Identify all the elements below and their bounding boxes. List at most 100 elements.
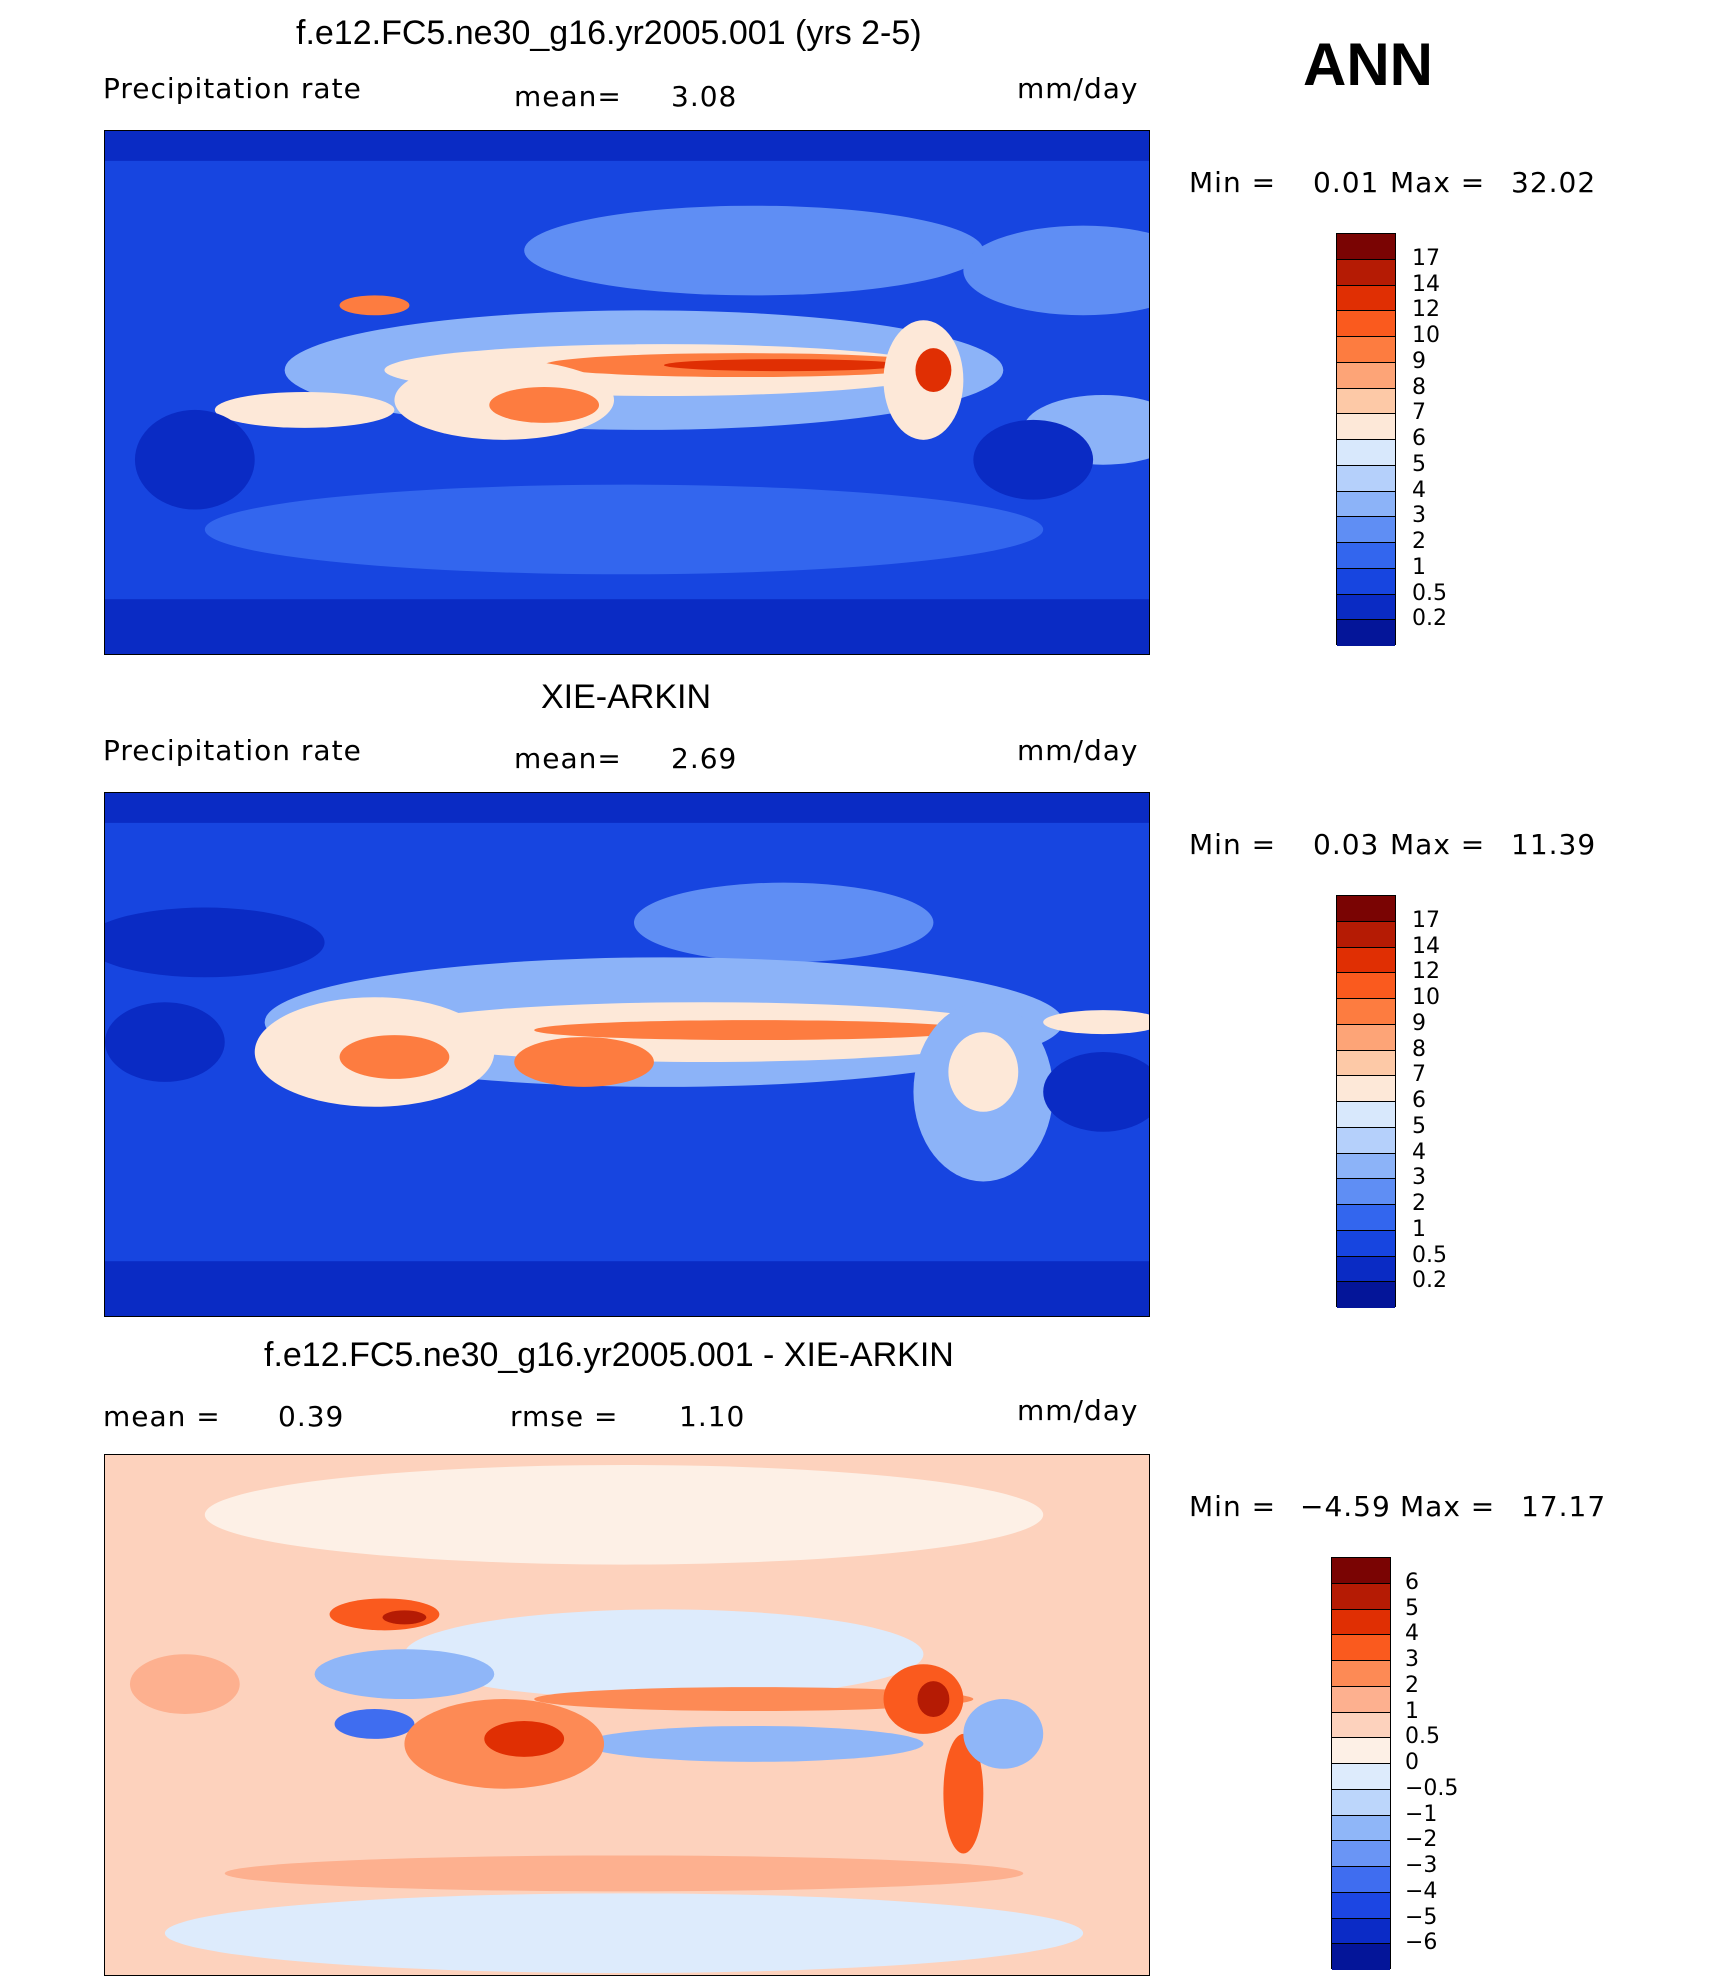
panel3-colorbar bbox=[1331, 1557, 1391, 1970]
colorbar-tick-label: −2 bbox=[1405, 1827, 1438, 1853]
colorbar-cell bbox=[1332, 1661, 1390, 1687]
colorbar-tick-label: 17 bbox=[1412, 907, 1440, 933]
colorbar-cell bbox=[1337, 1282, 1395, 1308]
colorbar-cell bbox=[1332, 1635, 1390, 1661]
colorbar-tick-label: 12 bbox=[1412, 297, 1440, 323]
panel1-map bbox=[104, 130, 1150, 655]
colorbar-cell bbox=[1332, 1686, 1390, 1713]
panel2-colorbar bbox=[1336, 895, 1396, 1308]
colorbar-cell bbox=[1332, 1583, 1390, 1610]
colorbar-cell bbox=[1332, 1609, 1390, 1636]
panel1-mean-value: 3.08 bbox=[671, 80, 738, 113]
colorbar-tick-label: 7 bbox=[1412, 1062, 1426, 1088]
colorbar-cell bbox=[1337, 1102, 1395, 1128]
panel3-title: f.e12.FC5.ne30_g16.yr2005.001 - XIE-ARKI… bbox=[264, 1336, 954, 1374]
panel2-title: XIE-ARKIN bbox=[541, 678, 712, 716]
season-label: ANN bbox=[1303, 31, 1433, 98]
colorbar-cell bbox=[1332, 1558, 1390, 1584]
panel3-max-value: 17.17 bbox=[1521, 1490, 1607, 1523]
panel1-max-label: Max = bbox=[1390, 166, 1486, 199]
colorbar-cell bbox=[1337, 362, 1395, 389]
colorbar-cell bbox=[1337, 517, 1395, 543]
panel1-map-field bbox=[105, 131, 1149, 654]
colorbar-tick-label: −0.5 bbox=[1405, 1775, 1459, 1801]
colorbar-cell bbox=[1337, 1179, 1395, 1205]
colorbar-tick-label: 0.5 bbox=[1412, 1242, 1447, 1268]
colorbar-cell bbox=[1337, 1127, 1395, 1154]
colorbar-tick-label: 1 bbox=[1412, 1216, 1426, 1242]
colorbar-tick-label: −6 bbox=[1405, 1930, 1438, 1956]
colorbar-cell bbox=[1337, 921, 1395, 948]
panel2-mean-value: 2.69 bbox=[671, 742, 738, 775]
panel3-rmse-value: 1.10 bbox=[679, 1400, 746, 1433]
colorbar-tick-label: 9 bbox=[1412, 1010, 1426, 1036]
panel1-title: f.e12.FC5.ne30_g16.yr2005.001 (yrs 2-5) bbox=[296, 14, 922, 52]
panel1-min-label: Min = bbox=[1189, 166, 1277, 199]
colorbar-tick-label: 4 bbox=[1412, 1139, 1426, 1165]
colorbar-tick-label: 0.2 bbox=[1412, 606, 1447, 632]
panel3-units: mm/day bbox=[1017, 1394, 1139, 1427]
colorbar-tick-label: 5 bbox=[1412, 451, 1426, 477]
colorbar-tick-label: 14 bbox=[1412, 271, 1440, 297]
colorbar-tick-label: 2 bbox=[1412, 1191, 1426, 1216]
colorbar-cell bbox=[1337, 1256, 1395, 1283]
colorbar-cell bbox=[1332, 1918, 1390, 1945]
colorbar-tick-label: 1 bbox=[1412, 554, 1426, 580]
colorbar-cell bbox=[1337, 1024, 1395, 1051]
colorbar-tick-label: 6 bbox=[1412, 426, 1426, 451]
colorbar-cell bbox=[1332, 1764, 1390, 1790]
colorbar-tick-label: 9 bbox=[1412, 348, 1426, 374]
colorbar-cell bbox=[1332, 1841, 1390, 1867]
colorbar-cell bbox=[1337, 543, 1395, 569]
panel1-units: mm/day bbox=[1017, 72, 1139, 105]
panel1-max-value: 32.02 bbox=[1511, 166, 1597, 199]
colorbar-cell bbox=[1337, 1153, 1395, 1180]
colorbar-cell bbox=[1332, 1712, 1390, 1739]
colorbar-tick-label: 8 bbox=[1412, 1036, 1426, 1062]
colorbar-tick-label: 3 bbox=[1405, 1647, 1419, 1672]
colorbar-tick-label: −4 bbox=[1405, 1878, 1438, 1904]
panel1-variable-label: Precipitation rate bbox=[103, 72, 362, 105]
colorbar-tick-label: 0.5 bbox=[1412, 580, 1447, 606]
colorbar-cell bbox=[1337, 259, 1395, 286]
colorbar-cell bbox=[1332, 1789, 1390, 1816]
colorbar-cell bbox=[1337, 311, 1395, 337]
colorbar-tick-label: −5 bbox=[1405, 1904, 1438, 1930]
panel3-mean-label: mean = bbox=[103, 1400, 221, 1433]
panel1-min-value: 0.01 bbox=[1313, 166, 1380, 199]
colorbar-cell bbox=[1337, 999, 1395, 1025]
colorbar-cell bbox=[1337, 388, 1395, 415]
colorbar-tick-label: −3 bbox=[1405, 1853, 1438, 1878]
colorbar-cell bbox=[1337, 973, 1395, 999]
colorbar-tick-label: 3 bbox=[1412, 503, 1426, 529]
colorbar-cell bbox=[1337, 896, 1395, 922]
colorbar-tick-label: 3 bbox=[1412, 1165, 1426, 1191]
colorbar-cell bbox=[1337, 491, 1395, 518]
colorbar-cell bbox=[1337, 234, 1395, 260]
colorbar-cell bbox=[1337, 414, 1395, 440]
panel2-map-field bbox=[105, 793, 1149, 1316]
panel1-colorbar bbox=[1336, 233, 1396, 646]
panel2-units: mm/day bbox=[1017, 734, 1139, 767]
panel2-map bbox=[104, 792, 1150, 1317]
colorbar-tick-label: 10 bbox=[1412, 323, 1440, 348]
colorbar-tick-label: 5 bbox=[1405, 1595, 1419, 1621]
colorbar-cell bbox=[1337, 620, 1395, 646]
panel3-mean-value: 0.39 bbox=[278, 1400, 345, 1433]
colorbar-cell bbox=[1337, 1076, 1395, 1102]
colorbar-cell bbox=[1332, 1867, 1390, 1893]
colorbar-cell bbox=[1337, 594, 1395, 621]
colorbar-tick-label: 8 bbox=[1412, 374, 1426, 400]
colorbar-tick-label: 10 bbox=[1412, 985, 1440, 1010]
colorbar-cell bbox=[1337, 337, 1395, 363]
panel1-mean-label: mean= bbox=[514, 80, 622, 113]
panel2-max-value: 11.39 bbox=[1511, 828, 1597, 861]
colorbar-tick-label: 5 bbox=[1412, 1113, 1426, 1139]
panel3-map-field bbox=[105, 1455, 1149, 1975]
colorbar-tick-label: 1 bbox=[1405, 1698, 1419, 1724]
colorbar-tick-label: 4 bbox=[1405, 1621, 1419, 1647]
panel3-max-label: Max = bbox=[1400, 1490, 1496, 1523]
colorbar-cell bbox=[1337, 1205, 1395, 1231]
panel2-variable-label: Precipitation rate bbox=[103, 734, 362, 767]
panel3-min-value: −4.59 bbox=[1300, 1490, 1391, 1523]
